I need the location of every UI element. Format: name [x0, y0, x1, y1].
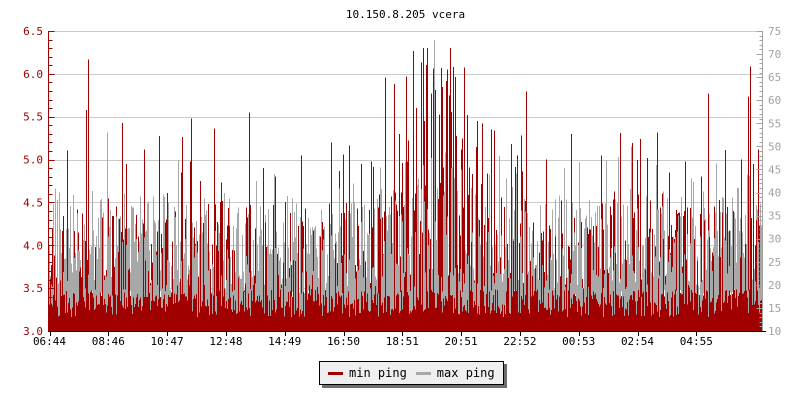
legend-label-max-ping: max ping	[436, 366, 495, 380]
y-right-tick-label: 40	[768, 187, 781, 200]
min-ping-series	[50, 51, 757, 331]
max-ping-swatch	[415, 371, 431, 375]
y-right-tick-label: 30	[768, 233, 781, 246]
y-right-tick-label: 75	[768, 25, 781, 38]
y-left-tick-label: 6.0	[23, 68, 43, 81]
legend: min ping max ping	[319, 361, 504, 385]
y-left-tick-label: 4.5	[23, 196, 43, 209]
y-right-tick-label: 50	[768, 140, 781, 153]
y-right-tick-label: 65	[768, 71, 781, 84]
y-left-tick-label: 4.0	[23, 239, 43, 252]
x-tick-label: 16:50	[327, 335, 360, 348]
y-left-tick-label: 5.0	[23, 154, 43, 167]
x-tick-label: 14:49	[268, 335, 301, 348]
x-tick-label: 20:51	[445, 335, 478, 348]
min-ping-swatch	[328, 371, 343, 375]
y-right-tick-label: 45	[768, 163, 781, 176]
y-right-tick-label: 70	[768, 48, 781, 61]
max-ping-series	[49, 40, 762, 318]
x-tick-label: 06:44	[33, 335, 66, 348]
y-left-tick-label: 5.5	[23, 111, 43, 124]
legend-item-min-ping: min ping	[328, 366, 407, 380]
chart-title: 10.150.8.205 vcera	[345, 8, 466, 21]
y-left-tick-label: 3.0	[23, 325, 43, 338]
x-axis	[48, 331, 766, 336]
y-right-tick-label: 20	[768, 279, 781, 292]
y-left-tick-label: 6.5	[23, 25, 43, 38]
left-axis	[48, 31, 55, 332]
legend-label-min-ping: min ping	[349, 366, 407, 380]
x-tick-label: 12:48	[209, 335, 242, 348]
x-tick-label: 02:54	[621, 335, 654, 348]
y-right-tick-label: 10	[768, 325, 781, 338]
y-right-tick-label: 35	[768, 210, 781, 223]
right-axis	[756, 31, 763, 332]
x-tick-label: 18:51	[386, 335, 419, 348]
y-right-tick-label: 15	[768, 302, 781, 315]
y-left-tick-label: 3.5	[23, 282, 43, 295]
x-tick-label: 04:55	[680, 335, 713, 348]
y-right-tick-label: 55	[768, 117, 781, 130]
y-right-tick-label: 60	[768, 94, 781, 107]
legend-item-max-ping: max ping	[415, 366, 495, 380]
x-tick-label: 00:53	[562, 335, 595, 348]
x-tick-label: 22:52	[503, 335, 536, 348]
x-tick-label: 10:47	[151, 335, 184, 348]
x-tick-label: 08:46	[92, 335, 125, 348]
y-right-tick-label: 25	[768, 256, 781, 269]
